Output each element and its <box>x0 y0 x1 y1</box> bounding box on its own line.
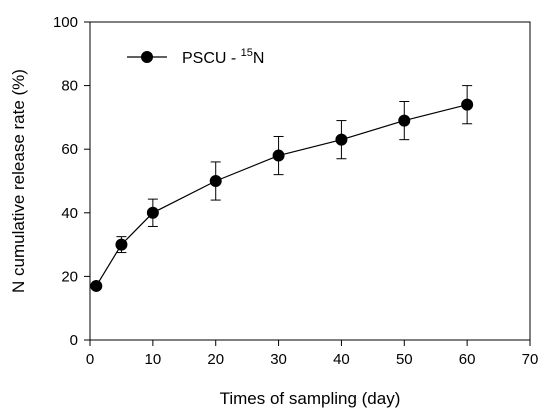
x-tick-label: 70 <box>522 351 539 368</box>
y-tick-label: 20 <box>61 268 78 285</box>
x-tick-label: 40 <box>333 351 350 368</box>
data-point <box>90 279 103 292</box>
legend-label-prefix: PSCU - <box>182 50 241 67</box>
axes <box>89 21 531 341</box>
legend-label-superscript: 15 <box>241 47 253 59</box>
data-point <box>272 149 285 162</box>
x-tick-label: 10 <box>145 351 162 368</box>
x-axis-label: Times of sampling (day) <box>220 389 401 408</box>
y-axis-ticks: 0 20 40 60 80 100 <box>53 14 90 349</box>
y-tick-label: 80 <box>61 78 78 95</box>
legend-label-suffix: N <box>253 50 265 67</box>
legend: PSCU - 15N <box>127 47 264 67</box>
x-axis-ticks: 0 10 20 30 40 50 60 70 <box>86 340 539 368</box>
series-pscu-15n <box>90 85 474 292</box>
data-point <box>146 206 159 219</box>
legend-label: PSCU - 15N <box>182 47 264 67</box>
data-point <box>209 175 222 187</box>
y-tick-label: 60 <box>61 141 78 158</box>
data-point <box>461 98 474 111</box>
y-tick-label: 40 <box>61 205 78 222</box>
data-point <box>335 133 348 146</box>
data-point <box>115 238 128 251</box>
legend-marker <box>141 51 153 63</box>
y-tick-label: 0 <box>70 332 78 349</box>
x-tick-label: 0 <box>86 351 94 368</box>
x-tick-label: 50 <box>396 351 413 368</box>
data-point <box>398 114 411 127</box>
series-line <box>95 104 468 287</box>
x-tick-label: 60 <box>459 351 476 368</box>
x-tick-label: 20 <box>207 351 224 368</box>
y-axis-label: N cumulative release rate (%) <box>9 69 28 293</box>
plot-frame <box>89 21 531 341</box>
x-tick-label: 30 <box>270 351 287 368</box>
y-tick-label: 100 <box>53 14 78 31</box>
